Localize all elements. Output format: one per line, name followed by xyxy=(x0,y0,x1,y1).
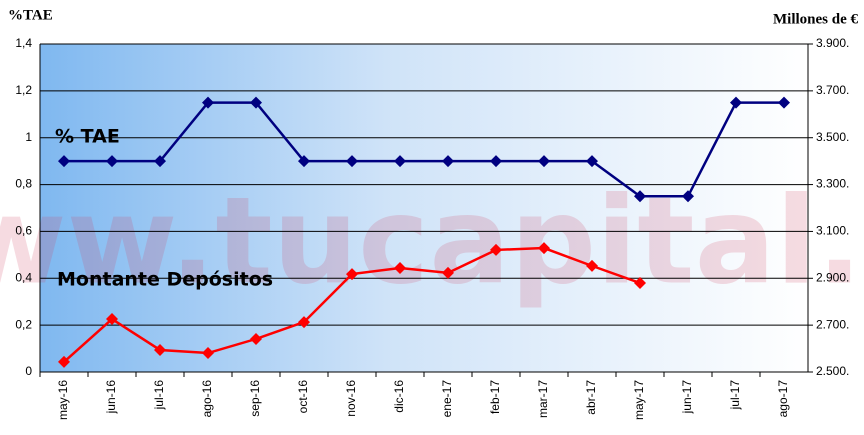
point xyxy=(538,155,550,168)
point xyxy=(346,268,358,281)
x-tick-label: may-17 xyxy=(632,380,646,420)
point xyxy=(58,355,70,368)
y2-axis-title: Millones de € xyxy=(773,11,858,27)
series-line xyxy=(64,101,784,198)
y2-tick-label: 3.500. xyxy=(816,130,849,144)
plot-area xyxy=(40,44,808,372)
y-tick-label: 0,8 xyxy=(15,177,32,191)
point xyxy=(442,155,454,168)
point xyxy=(106,155,118,168)
y-tick-label: 1,4 xyxy=(15,36,32,50)
point xyxy=(298,316,310,329)
point xyxy=(490,155,502,168)
y2-tick-label: 3.700. xyxy=(816,83,849,97)
y2-tick-label: 2.500. xyxy=(816,364,849,378)
y-axis-title: %TAE xyxy=(8,7,53,23)
y-tick-label: 0,2 xyxy=(15,317,32,331)
point xyxy=(298,155,310,168)
point xyxy=(394,261,406,274)
x-tick-label: jul-16 xyxy=(152,380,166,411)
y-tick-label: 1 xyxy=(25,130,32,144)
point xyxy=(586,155,598,168)
y-tick-label: 0,6 xyxy=(15,224,32,238)
point xyxy=(202,96,214,109)
x-tick-label: ago-16 xyxy=(200,380,214,418)
y2-tick-label: 3.900. xyxy=(816,36,849,50)
y-tick-label: 0 xyxy=(25,364,32,378)
point xyxy=(538,242,550,255)
point xyxy=(106,313,118,326)
x-tick-label: feb-17 xyxy=(488,380,502,414)
y2-tick-label: 2.900. xyxy=(816,270,849,284)
y2-tick-label: 3.100. xyxy=(816,224,849,238)
x-tick-label: dic-16 xyxy=(392,380,406,413)
x-tick-label: mar-17 xyxy=(536,380,550,418)
point xyxy=(58,155,70,168)
point xyxy=(154,155,166,168)
y2-tick-label: 2.700. xyxy=(816,317,849,331)
x-tick-label: may-16 xyxy=(56,380,70,420)
watermark: www.tucapital.es xyxy=(0,173,864,312)
point xyxy=(394,155,406,168)
point xyxy=(634,190,646,203)
point xyxy=(442,266,454,279)
y2-tick-label: 3.300. xyxy=(816,177,849,191)
x-tick-label: ago-17 xyxy=(776,380,790,418)
point xyxy=(778,96,790,109)
point xyxy=(346,155,358,168)
x-tick-label: jul-17 xyxy=(728,380,742,411)
legend-entry: Montante Depósitos xyxy=(57,269,273,291)
x-tick-label: sep-16 xyxy=(248,380,262,417)
point xyxy=(682,190,694,203)
point xyxy=(634,276,646,289)
point xyxy=(586,259,598,272)
point xyxy=(250,96,262,109)
x-tick-label: oct-16 xyxy=(296,380,310,414)
x-tick-label: jun-16 xyxy=(104,380,118,415)
legend-entry: % TAE xyxy=(55,126,120,148)
x-tick-label: ene-17 xyxy=(440,380,454,418)
y-tick-label: 1,2 xyxy=(15,83,32,97)
x-tick-label: nov-16 xyxy=(344,380,358,417)
y-tick-label: 0,4 xyxy=(15,270,32,284)
point xyxy=(490,243,502,256)
x-tick-label: jun-17 xyxy=(680,380,694,415)
point xyxy=(730,96,742,109)
point xyxy=(250,332,262,345)
point xyxy=(202,347,214,360)
point xyxy=(154,343,166,356)
x-tick-label: abr-17 xyxy=(584,380,598,415)
